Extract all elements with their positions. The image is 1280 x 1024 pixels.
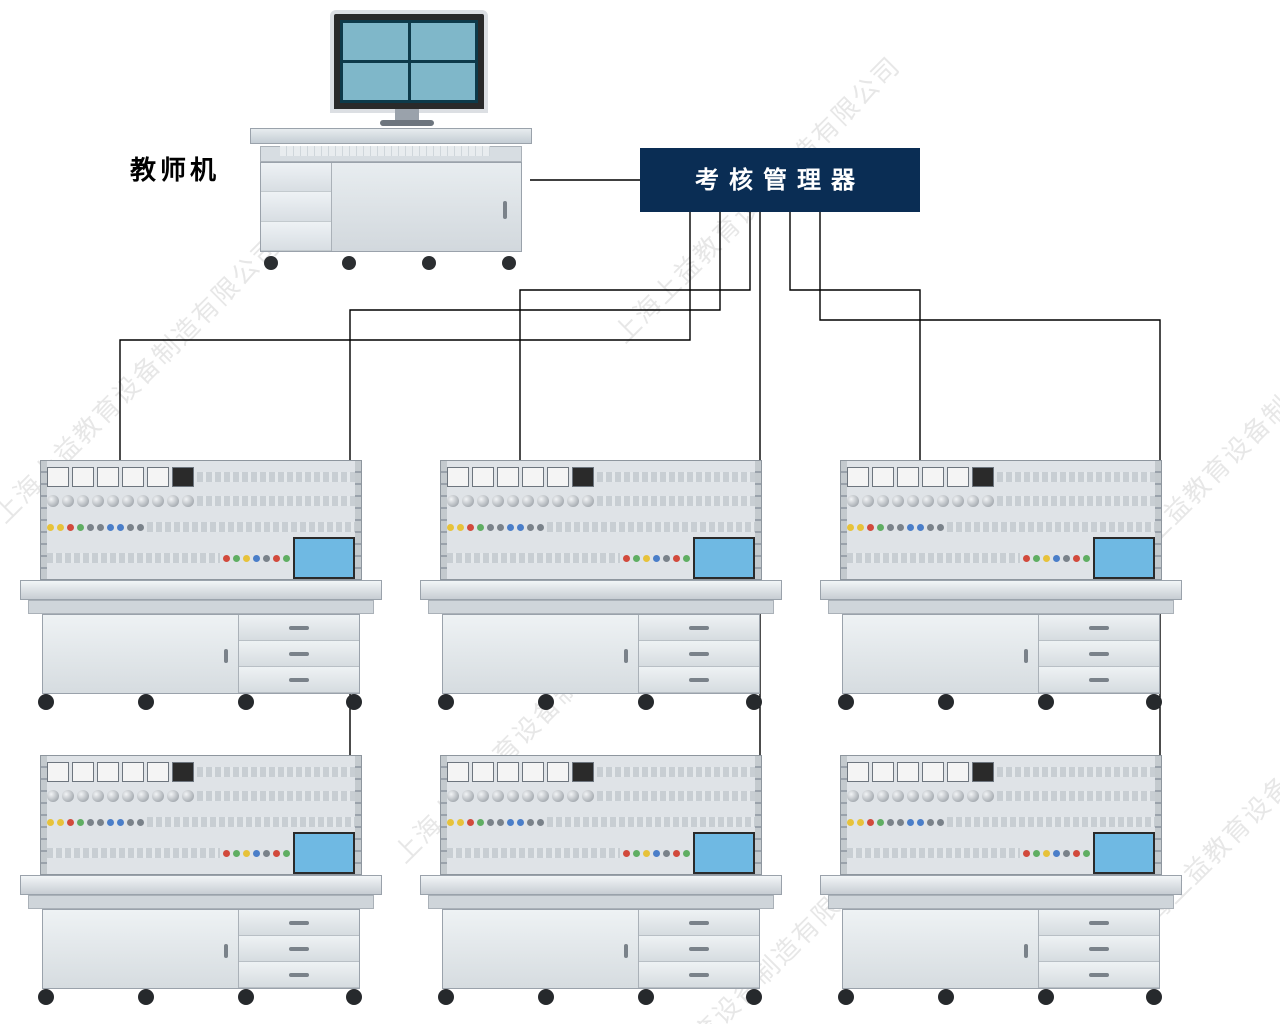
lcd-screen-icon [693, 832, 755, 874]
monitor-icon [330, 10, 488, 113]
lcd-screen-icon [293, 832, 355, 874]
lcd-screen-icon [293, 537, 355, 579]
diagram-stage: { "canvas": { "width": 1280, "height": 1… [0, 0, 1280, 1024]
lcd-screen-icon [693, 537, 755, 579]
monitor-base [380, 120, 434, 126]
training-workstation [420, 755, 780, 1005]
training-workstation [20, 460, 380, 710]
control-panel [40, 755, 362, 875]
control-panel [840, 460, 1162, 580]
training-workstation [820, 460, 1180, 710]
teacher-station [250, 10, 530, 260]
assessment-manager-box: 考核管理器 [640, 148, 920, 212]
computer-desk [250, 128, 530, 258]
keyboard-icon [280, 146, 490, 156]
training-workstation [420, 460, 780, 710]
control-panel [40, 460, 362, 580]
training-workstation [820, 755, 1180, 1005]
teacher-label: 教师机 [130, 150, 220, 187]
control-panel [440, 460, 762, 580]
lcd-screen-icon [1093, 832, 1155, 874]
control-panel [440, 755, 762, 875]
training-workstation [20, 755, 380, 1005]
control-panel [840, 755, 1162, 875]
lcd-screen-icon [1093, 537, 1155, 579]
